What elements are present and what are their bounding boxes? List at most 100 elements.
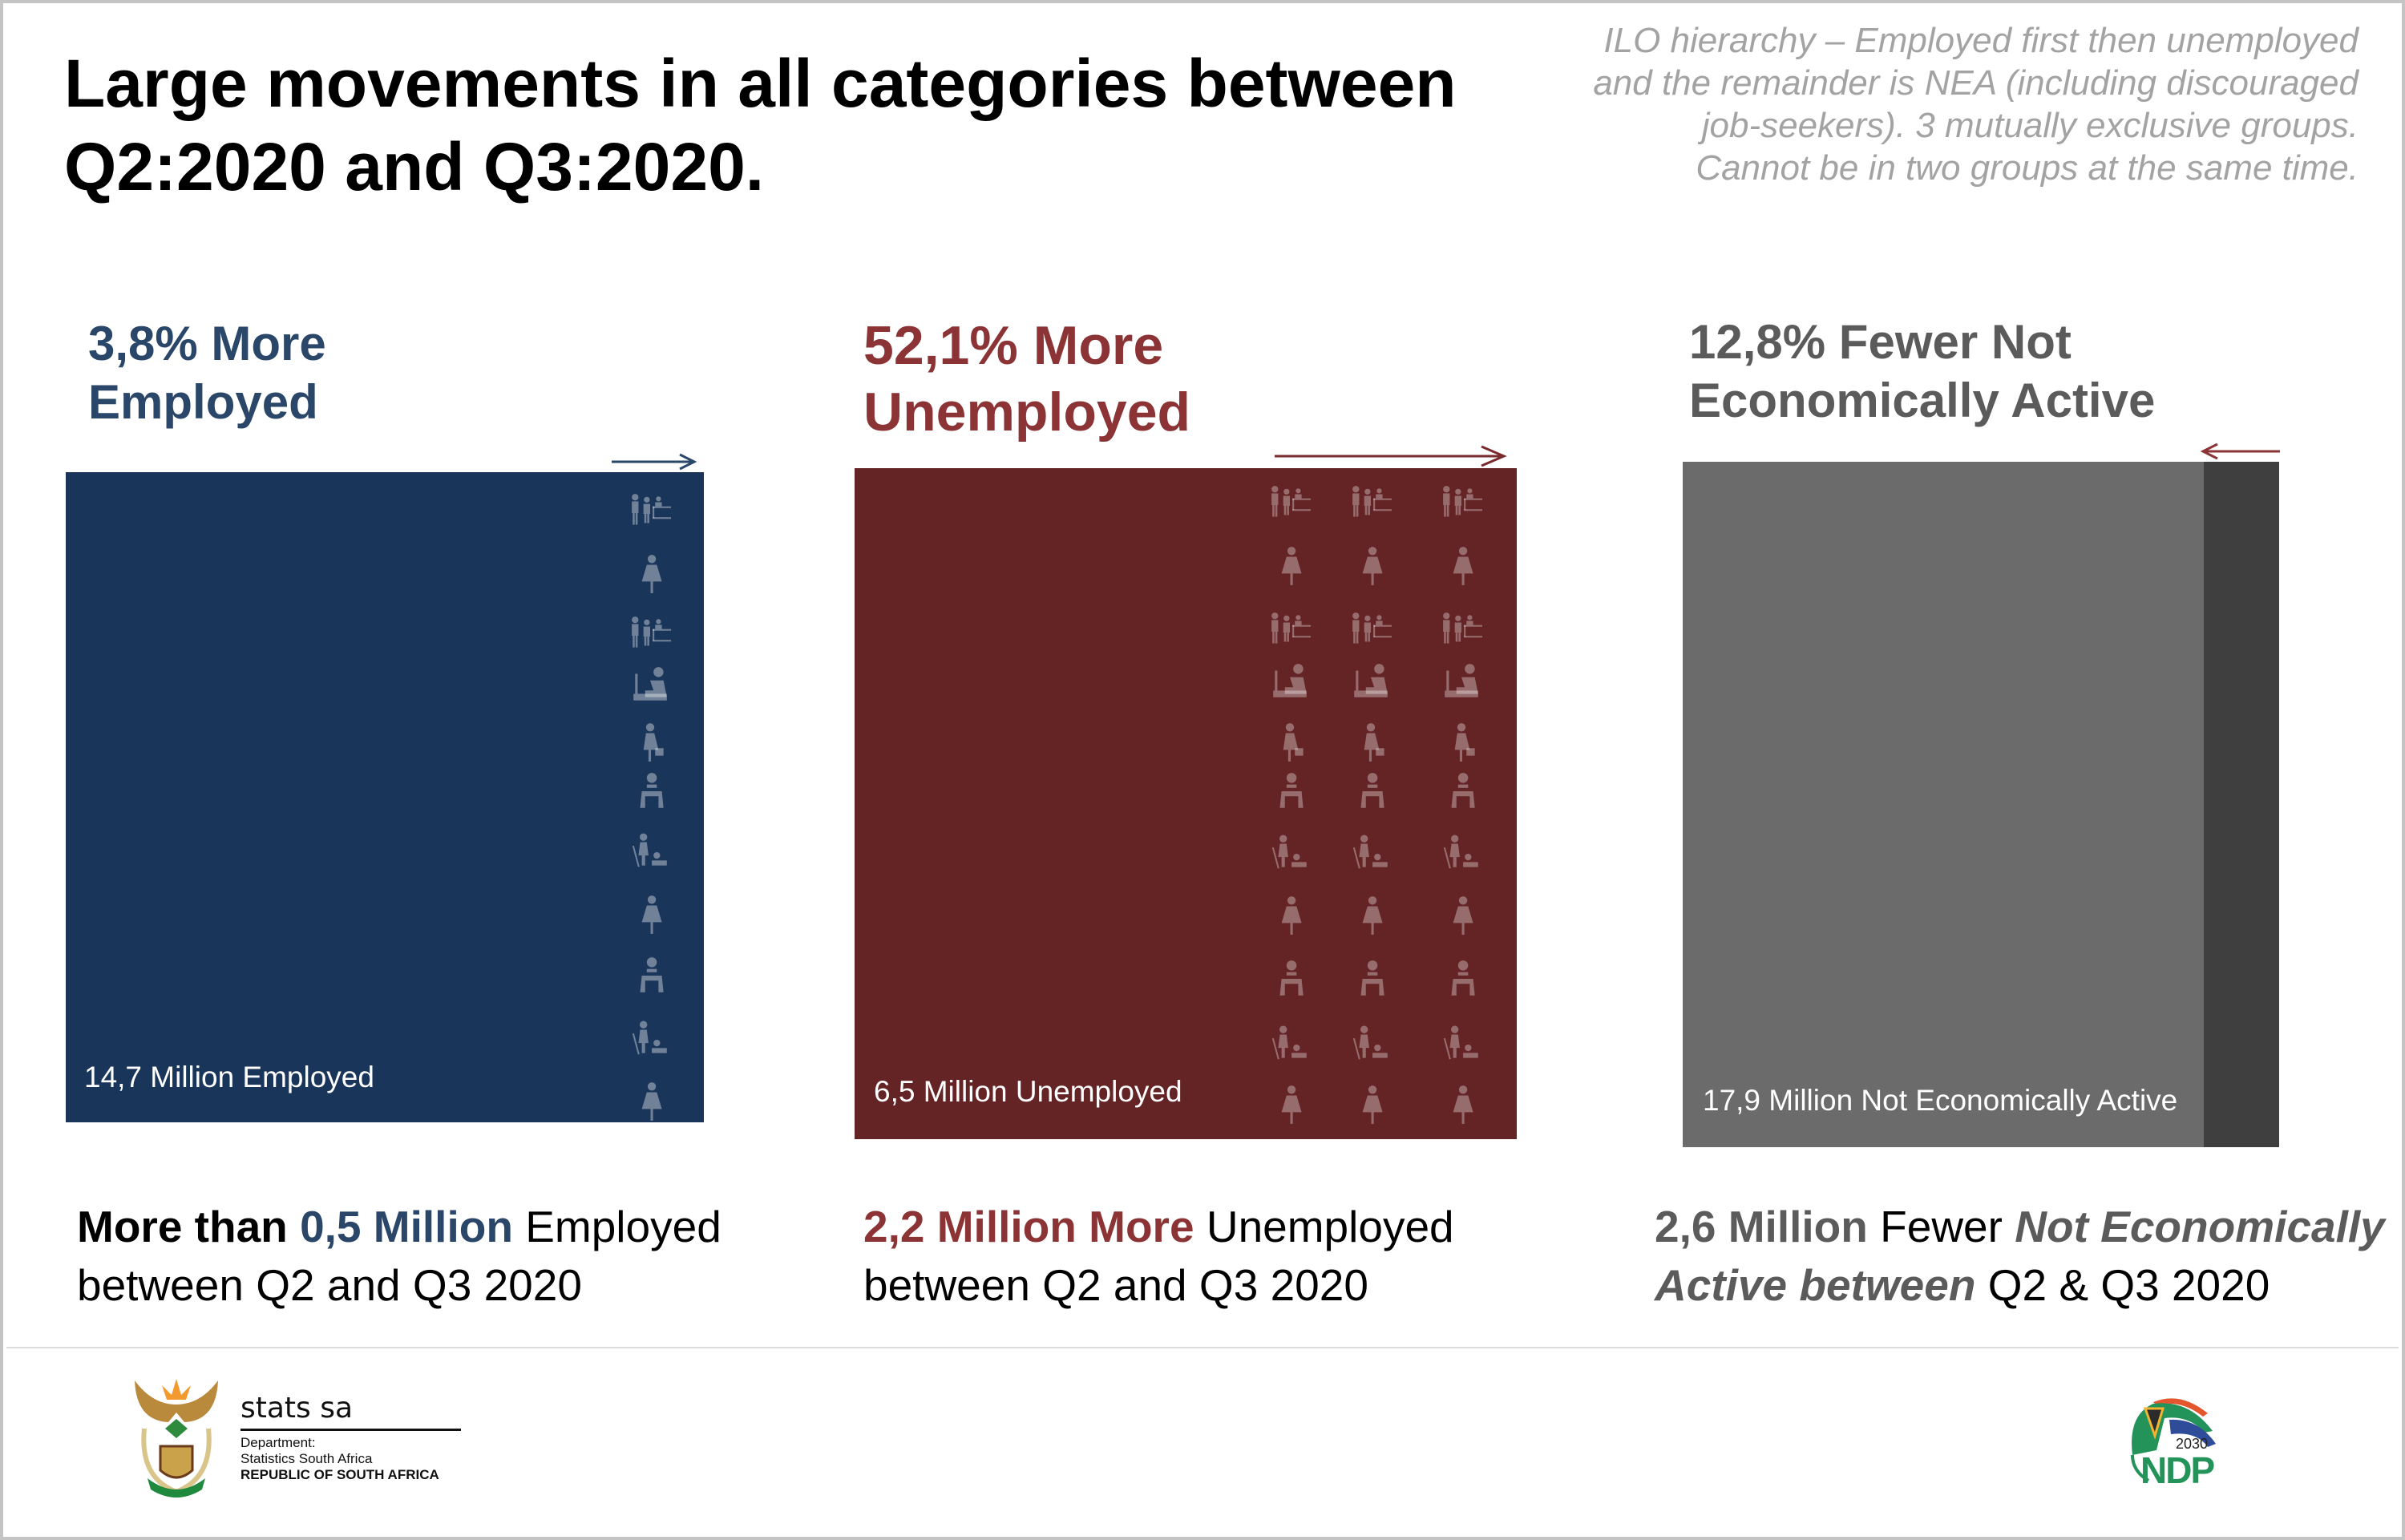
nea-decrease-block xyxy=(2204,462,2279,1147)
cleaner-icon xyxy=(1266,834,1314,875)
summary-text: Fewer xyxy=(1867,1202,2015,1251)
note-line: ILO hierarchy – Employed first then unem… xyxy=(1603,21,2359,60)
dept-line: Department: xyxy=(240,1435,316,1450)
summary-text: Q2 & Q3 2020 xyxy=(1975,1260,2270,1310)
group-desk-icon xyxy=(1266,484,1314,526)
group-desk-icon xyxy=(1437,484,1485,526)
woman-icon xyxy=(1437,895,1485,936)
footer-divider xyxy=(6,1347,2399,1348)
employed-summary: More than 0,5 Million Employed between Q… xyxy=(77,1198,722,1315)
group-desk-icon xyxy=(626,492,674,534)
heading-line: 12,8% Fewer Not xyxy=(1689,315,2072,369)
ndp-2030-logo: 2030 NDP xyxy=(2124,1391,2229,1491)
employed-total-label: 14,7 Million Employed xyxy=(84,1061,374,1093)
group-desk-icon xyxy=(1347,484,1395,526)
unemployed-block xyxy=(855,468,1517,1139)
woman-briefcase-icon xyxy=(1437,721,1485,763)
decrease-arrow-icon xyxy=(2200,443,2280,460)
note-line: and the remainder is NEA (including disc… xyxy=(1593,63,2359,103)
title-line-1: Large movements in all categories betwee… xyxy=(64,46,1457,121)
heading-line: Employed xyxy=(88,375,318,430)
stats-sa-logo: stats sa Department: Statistics South Af… xyxy=(128,1372,465,1501)
group-desk-icon xyxy=(626,615,674,657)
seated-worker-icon xyxy=(1437,959,1485,1000)
woman-icon xyxy=(1437,545,1485,587)
slide-title: Large movements in all categories betwee… xyxy=(64,42,1457,208)
woman-icon xyxy=(626,553,674,595)
seated-worker-icon xyxy=(626,956,674,997)
seated-worker-icon xyxy=(626,771,674,813)
woman-icon xyxy=(626,1081,674,1122)
woman-icon xyxy=(1437,1084,1485,1126)
group-desk-icon xyxy=(1266,611,1314,653)
note-line: job-seekers). 3 mutually exclusive group… xyxy=(1701,106,2359,145)
unemployed-summary: 2,2 Million More Unemployed between Q2 a… xyxy=(863,1198,1454,1315)
cleaner-icon xyxy=(1266,1025,1314,1066)
woman-briefcase-icon xyxy=(626,721,674,763)
employed-heading: 3,8% More Employed xyxy=(88,314,326,431)
increase-arrow-icon xyxy=(612,453,697,471)
call-center-icon xyxy=(626,664,674,705)
note-line: Cannot be in two groups at the same time… xyxy=(1696,148,2359,188)
cleaner-icon xyxy=(1437,1025,1485,1066)
employed-block xyxy=(66,472,704,1122)
ndp-flag-icon xyxy=(2131,1398,2216,1482)
group-desk-icon xyxy=(1437,611,1485,653)
ndp-wordmark: NDP xyxy=(2140,1449,2215,1491)
call-center-icon xyxy=(1437,661,1485,702)
nea-heading: 12,8% Fewer Not Economically Active xyxy=(1689,313,2155,430)
heading-line: Unemployed xyxy=(863,381,1191,443)
nea-block xyxy=(1683,462,2204,1147)
woman-briefcase-icon xyxy=(1266,721,1314,763)
cleaner-icon xyxy=(626,832,674,874)
seated-worker-icon xyxy=(1347,959,1395,1000)
logo-rule xyxy=(240,1429,461,1431)
woman-icon xyxy=(1347,545,1395,587)
woman-briefcase-icon xyxy=(1347,721,1395,763)
summary-value: Not Economically xyxy=(2015,1202,2385,1251)
ilo-note: ILO hierarchy – Employed first then unem… xyxy=(1557,19,2359,189)
woman-icon xyxy=(1347,895,1395,936)
summary-text: between Q2 and Q3 2020 xyxy=(863,1260,1368,1310)
heading-line: 52,1% More xyxy=(863,315,1164,376)
summary-text: Employed xyxy=(512,1202,722,1251)
heading-line: Economically Active xyxy=(1689,374,2156,428)
seated-worker-icon xyxy=(1347,771,1395,813)
dept-line: REPUBLIC OF SOUTH AFRICA xyxy=(240,1467,439,1482)
group-desk-icon xyxy=(1347,611,1395,653)
woman-icon xyxy=(1347,1084,1395,1126)
seated-worker-icon xyxy=(1266,959,1314,1000)
call-center-icon xyxy=(1347,661,1395,702)
cleaner-icon xyxy=(1437,834,1485,875)
seated-worker-icon xyxy=(1266,771,1314,813)
call-center-icon xyxy=(1266,661,1314,702)
ndp-year: 2030 xyxy=(2176,1436,2209,1452)
summary-text: between Q2 and Q3 2020 xyxy=(77,1260,582,1310)
coat-of-arms-icon xyxy=(135,1379,218,1498)
woman-icon xyxy=(1266,895,1314,936)
department-text: Department: Statistics South Africa REPU… xyxy=(240,1435,439,1483)
seated-worker-icon xyxy=(1437,771,1485,813)
unemployed-heading: 52,1% More Unemployed xyxy=(863,313,1190,446)
summary-value: 2,6 Million xyxy=(1655,1202,1868,1251)
summary-value: 2,2 Million More xyxy=(863,1202,1194,1251)
increase-arrow-icon xyxy=(1275,445,1507,467)
cleaner-icon xyxy=(626,1020,674,1061)
summary-value: 0,5 Million xyxy=(300,1202,513,1251)
summary-value: Active between xyxy=(1655,1260,1976,1310)
summary-text: Unemployed xyxy=(1194,1202,1454,1251)
woman-icon xyxy=(626,894,674,936)
unemployed-total-label: 6,5 Million Unemployed xyxy=(874,1075,1182,1108)
title-line-2: Q2:2020 and Q3:2020. xyxy=(64,129,765,204)
nea-total-label: 17,9 Million Not Economically Active xyxy=(1703,1084,2178,1117)
stats-sa-wordmark: stats sa xyxy=(240,1392,354,1425)
nea-summary: 2,6 Million Fewer Not Economically Activ… xyxy=(1655,1198,2385,1315)
cleaner-icon xyxy=(1347,834,1395,875)
woman-icon xyxy=(1266,545,1314,587)
woman-icon xyxy=(1266,1084,1314,1126)
heading-line: 3,8% More xyxy=(88,317,326,370)
dept-line: Statistics South Africa xyxy=(240,1451,373,1466)
summary-text: More than xyxy=(77,1202,301,1251)
cleaner-icon xyxy=(1347,1025,1395,1066)
